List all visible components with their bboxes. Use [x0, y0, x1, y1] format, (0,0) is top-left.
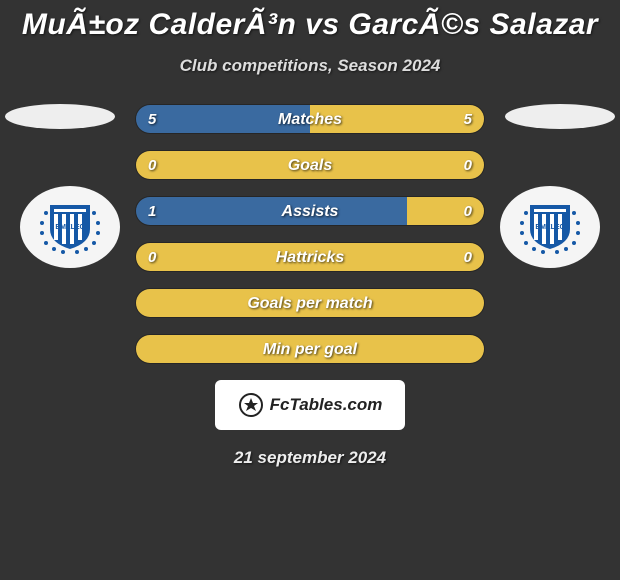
- stat-row: Hattricks0 0: [135, 242, 485, 272]
- stat-value-right: 0: [464, 197, 472, 226]
- fctables-logo-icon: [238, 392, 264, 418]
- page-title: MuÃ±oz CalderÃ³n vs GarcÃ©s Salazar: [0, 0, 620, 42]
- stat-row: Assists1 0: [135, 196, 485, 226]
- emelec-crest-icon: EMELEC: [36, 199, 104, 255]
- stat-row: Goals per match: [135, 288, 485, 318]
- stat-label: Min per goal: [136, 335, 484, 364]
- comparison-panel: EMELEC EMELEC: [0, 104, 620, 468]
- stat-label: Goals per match: [136, 289, 484, 318]
- stat-rows: Matches55Goals00Assists10Hattricks00Goal…: [135, 104, 485, 364]
- stat-row: Goals0 0: [135, 150, 485, 180]
- brand-text: FcTables.com: [270, 395, 383, 415]
- stat-value-left: 0: [148, 243, 156, 272]
- stat-label: Matches: [136, 105, 484, 134]
- brand-badge: FcTables.com: [215, 380, 405, 430]
- footer-date: 21 september 2024: [0, 448, 620, 468]
- stat-label: Goals: [136, 151, 484, 180]
- stat-value-left: 1: [148, 197, 156, 226]
- stat-value-right: 0: [464, 151, 472, 180]
- stat-row: Min per goal: [135, 334, 485, 364]
- stat-label: Hattricks: [136, 243, 484, 272]
- stat-row: Matches5 5: [135, 104, 485, 134]
- svg-text:EMELEC: EMELEC: [55, 224, 84, 231]
- svg-text:EMELEC: EMELEC: [535, 224, 564, 231]
- club-crest-left: EMELEC: [20, 186, 120, 268]
- emelec-crest-icon: EMELEC: [516, 199, 584, 255]
- stat-label: Assists: [136, 197, 484, 226]
- flag-left: [5, 104, 115, 129]
- flag-right: [505, 104, 615, 129]
- club-crest-right: EMELEC: [500, 186, 600, 268]
- stat-value-left: 5: [148, 105, 156, 134]
- subtitle: Club competitions, Season 2024: [0, 56, 620, 76]
- stat-value-right: 5: [464, 105, 472, 134]
- stat-value-left: 0: [148, 151, 156, 180]
- stat-value-right: 0: [464, 243, 472, 272]
